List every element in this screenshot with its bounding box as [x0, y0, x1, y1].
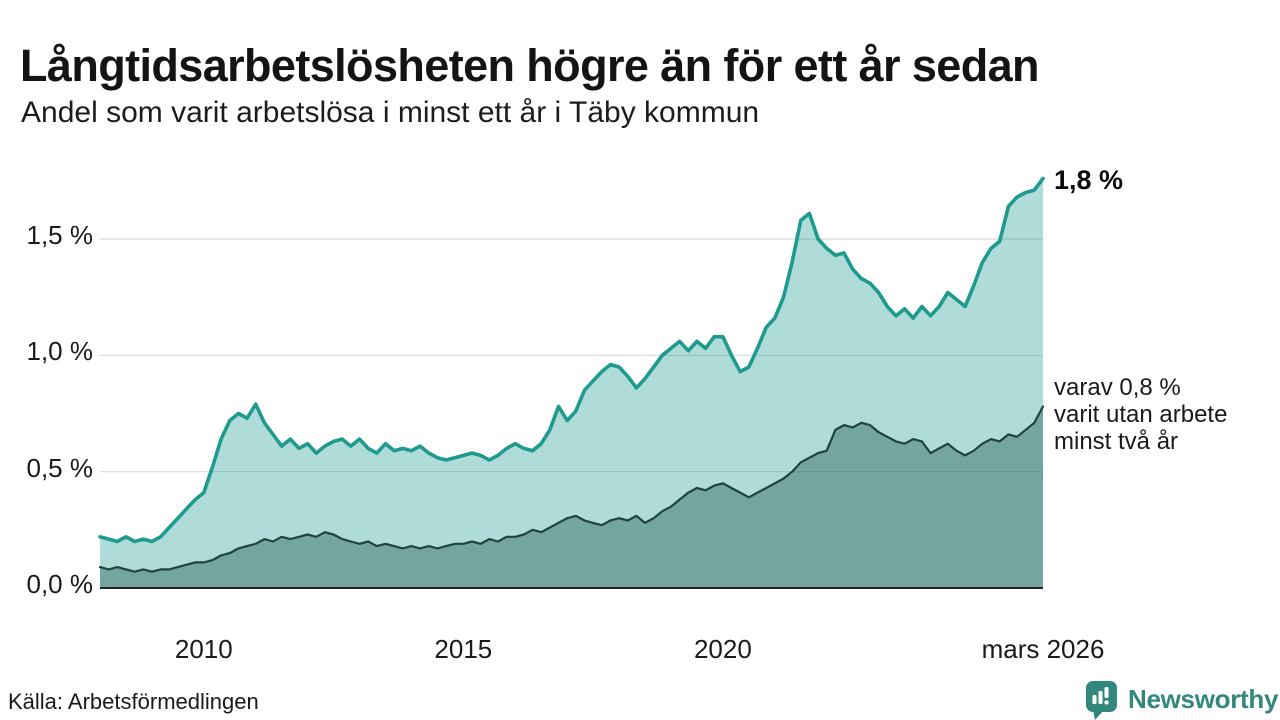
x-tick-label: 2015 [434, 634, 493, 664]
x-tick-label: mars 2026 [981, 634, 1105, 664]
y-tick-label: 1,5 % [26, 219, 94, 250]
y-tick-label: 0,0 % [26, 569, 94, 599]
line-series-0 [98, 176, 1045, 544]
area-series-1 [100, 406, 1043, 588]
x-tick-label: 2010 [174, 634, 233, 664]
area-series-0 [100, 178, 1043, 588]
annotation-latest-value: 1,8 % [1054, 165, 1124, 195]
source-note: Källa: Arbetsförmedlingen [8, 689, 259, 714]
chart-title: Långtidsarbetslösheten högre än för ett … [20, 40, 1040, 92]
y-tick-label: 1,0 % [26, 336, 94, 367]
newsworthy-logo: Newsworthy [1085, 681, 1278, 720]
chart-subtitle: Andel som varit arbetslösa i minst ett å… [21, 96, 760, 129]
newsworthy-wordmark: Newsworthy [1128, 684, 1279, 714]
y-tick-label: 0,5 % [26, 452, 94, 483]
newsworthy-bar-chart-icon [1086, 681, 1117, 720]
x-tick-label: 2020 [693, 634, 752, 664]
annotation-two-year-note: varav 0,8 % varit utan arbete minst två … [1054, 374, 1228, 455]
line-series-1 [98, 405, 1045, 573]
